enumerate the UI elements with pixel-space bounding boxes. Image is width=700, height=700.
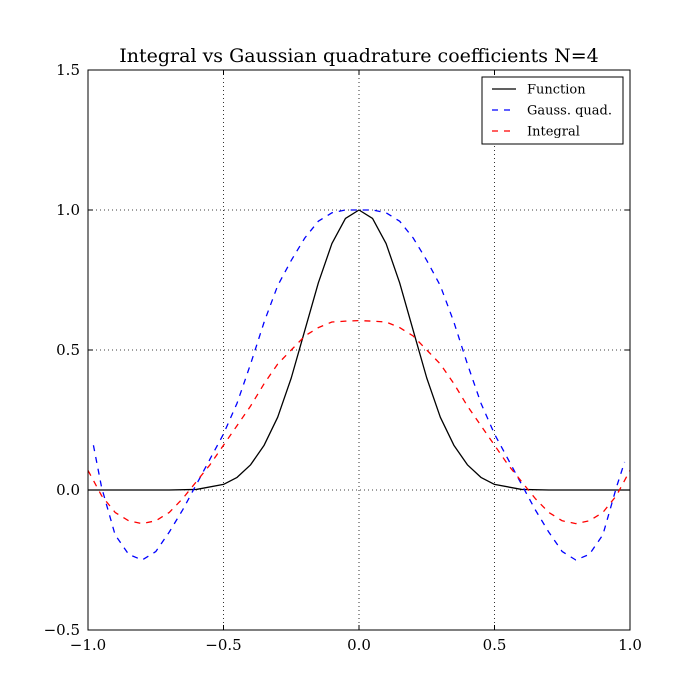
y-tick-label-0: −0.5 bbox=[44, 621, 80, 639]
x-tick-label-0: −1.0 bbox=[70, 636, 106, 654]
y-tick-label-3: 1.0 bbox=[56, 201, 80, 219]
x-tick-label-4: 1.0 bbox=[618, 636, 642, 654]
chart-title: Integral vs Gaussian quadrature coeffici… bbox=[119, 45, 598, 67]
y-tick-label-1: 0.0 bbox=[56, 481, 80, 499]
x-tick-label-3: 0.5 bbox=[483, 636, 507, 654]
y-tick-label-4: 1.5 bbox=[56, 61, 80, 79]
series-line-integral bbox=[88, 319, 630, 525]
series-line-function bbox=[88, 209, 630, 491]
legend-label-1: Gauss. quad. bbox=[527, 104, 612, 119]
y-tick-label-2: 0.5 bbox=[56, 341, 80, 359]
x-tick-label-2: 0.0 bbox=[347, 636, 371, 654]
x-tick-label-1: −0.5 bbox=[205, 636, 241, 654]
plot-area: −1.0 −0.5 0.0 0.5 1.0−0.50.00.51.01.5Functio… bbox=[44, 61, 642, 654]
legend-label-0: Function bbox=[527, 83, 586, 98]
legend-label-2: Integral bbox=[527, 125, 580, 140]
